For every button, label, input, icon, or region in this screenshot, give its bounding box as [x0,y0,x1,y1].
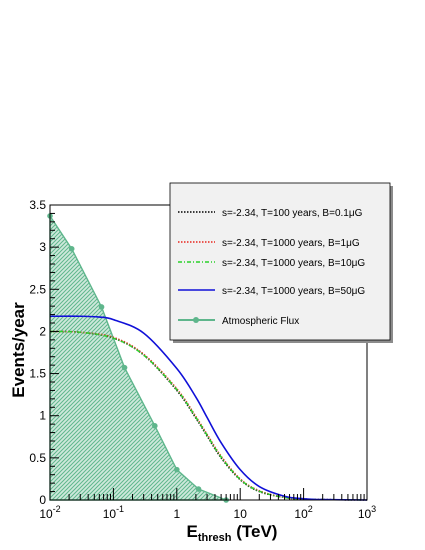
y-tick-label: 0 [39,493,46,507]
y-tick-label: 0.5 [29,451,46,465]
x-tick-label: 10-1 [103,504,124,521]
legend-label-1: s=-2.34, T=100 years, B=0.1μG [222,208,363,219]
legend: s=-2.34, T=100 years, B=0.1μG s=-2.34, T=… [169,182,393,343]
legend-marker-atmospheric [193,317,199,323]
atmospheric-flux-point [174,466,180,473]
x-tick-label: 10 [234,507,248,521]
atmospheric-flux-point [98,304,105,310]
x-tick-label: 10-2 [39,504,60,521]
atmospheric-flux-point [121,364,128,371]
x-axis-title: Ethresh (TeV) [187,522,278,544]
x-tick-label: 1 [173,507,180,521]
series-line-3 [49,330,368,501]
y-tick-label: 1 [39,409,46,423]
y-tick-label: 2.5 [29,282,46,296]
atmospheric-flux-area [49,213,227,501]
legend-label-4: s=-2.34, T=1000 years, B=50μG [222,286,365,297]
atmospheric-flux-point [195,486,202,492]
y-tick-label: 1.5 [29,367,46,381]
x-tick-label: 102 [294,504,312,521]
y-tick-label: 3.5 [29,198,46,212]
y-tick-label: 2 [39,324,46,338]
legend-label-atmospheric: Atmospheric Flux [222,316,299,327]
atmospheric-flux-point [152,423,158,429]
y-tick-label: 3 [39,240,46,254]
y-axis-title: Events/year [9,302,28,398]
x-tick-label: 103 [358,504,376,521]
series-line-4 [49,315,368,501]
legend-label-3: s=-2.34, T=1000 years, B=10μG [222,258,365,269]
legend-label-2: s=-2.34, T=1000 years, B=1μG [222,238,360,249]
plot-area [47,213,368,503]
atmospheric-flux-point [68,246,75,252]
